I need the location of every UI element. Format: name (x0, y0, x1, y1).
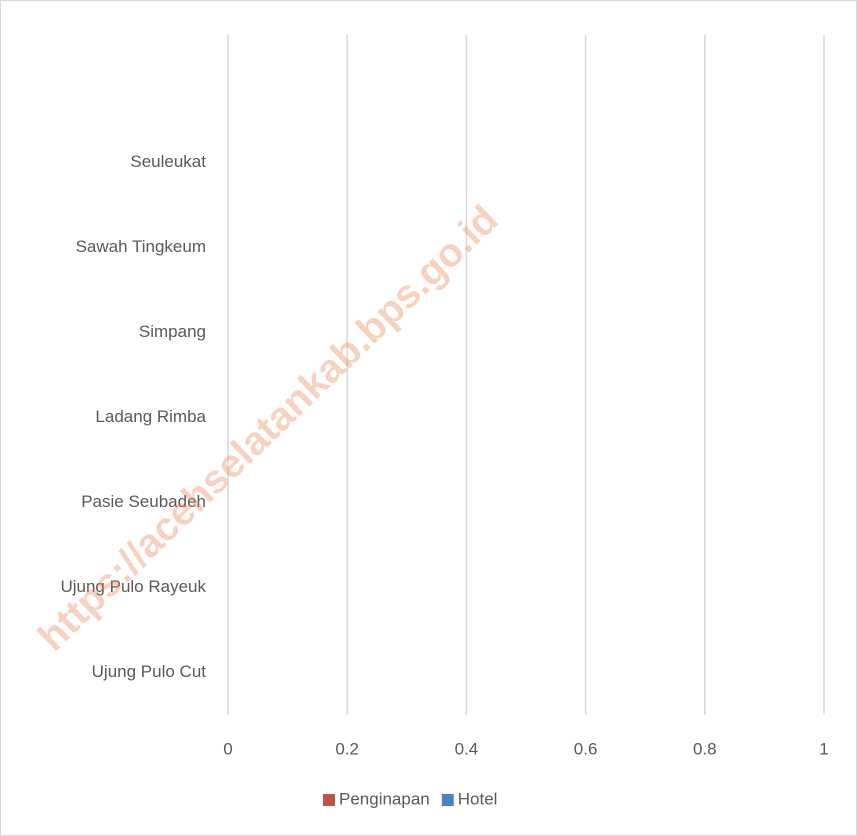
y-tick-label: Pasie Seubadeh (81, 492, 206, 511)
y-tick-label: Simpang (139, 322, 206, 341)
y-tick-label: Ujung Pulo Cut (92, 662, 207, 681)
x-tick-label: 0.4 (455, 739, 479, 758)
y-tick-label: Seuleukat (130, 152, 206, 171)
y-tick-label: Ujung Pulo Rayeuk (60, 577, 206, 596)
x-tick-label: 0.2 (335, 739, 359, 758)
x-tick-label: 1 (819, 739, 828, 758)
x-tick-label: 0.8 (693, 739, 717, 758)
legend-swatch (323, 794, 335, 806)
legend-label: Hotel (458, 789, 498, 808)
x-tick-label: 0.6 (574, 739, 598, 758)
y-tick-label: Sawah Tingkeum (76, 237, 206, 256)
y-tick-label: Ladang Rimba (95, 407, 206, 426)
legend-label: Penginapan (339, 789, 430, 808)
x-tick-label: 0 (223, 739, 232, 758)
legend-swatch (441, 794, 454, 806)
